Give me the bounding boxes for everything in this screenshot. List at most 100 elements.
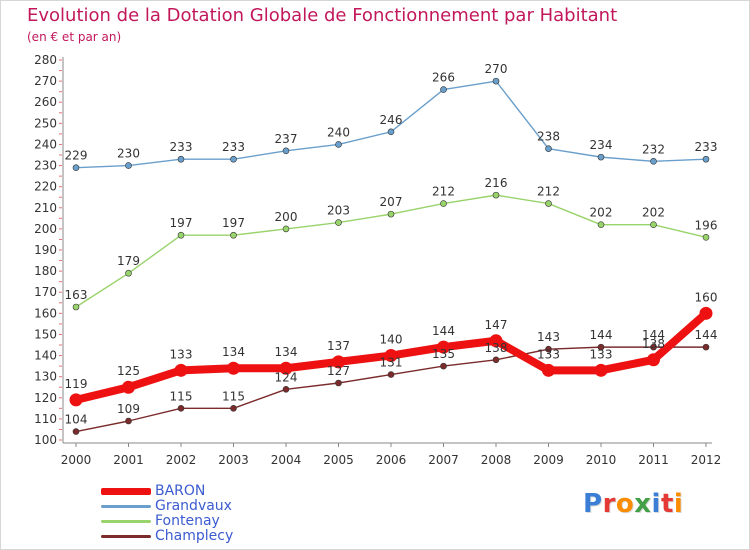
data-label-grandvaux: 234	[590, 138, 613, 152]
x-tick-label: 2010	[586, 453, 617, 467]
data-point-fontenay	[230, 231, 237, 239]
data-label-fontenay: 163	[65, 288, 88, 302]
data-label-champlecy: 144	[642, 328, 665, 342]
data-point-baron	[332, 355, 345, 369]
data-label-champlecy: 135	[432, 347, 455, 361]
data-label-grandvaux: 237	[275, 132, 298, 146]
data-point-grandvaux	[282, 147, 290, 155]
data-point-champlecy	[125, 417, 132, 425]
y-tick-label: 100	[34, 433, 57, 447]
x-tick-label: 2007	[428, 453, 459, 467]
data-label-baron: 134	[275, 345, 298, 359]
data-point-grandvaux	[125, 162, 132, 169]
data-label-fontenay: 200	[275, 210, 298, 224]
data-point-champlecy	[650, 343, 657, 351]
data-point-champlecy	[72, 428, 80, 435]
legend-label-baron: BARON	[155, 483, 206, 499]
data-label-fontenay: 197	[170, 216, 193, 230]
y-tick-label: 160	[34, 306, 57, 320]
data-label-fontenay: 212	[432, 185, 455, 199]
data-label-champlecy: 109	[117, 402, 140, 416]
y-tick-label: 210	[34, 201, 57, 215]
data-point-champlecy	[597, 343, 605, 351]
data-label-fontenay: 207	[380, 195, 403, 209]
data-label-fontenay: 202	[590, 206, 613, 220]
y-tick-label: 150	[34, 327, 57, 341]
data-label-champlecy: 127	[327, 364, 350, 378]
data-point-grandvaux	[650, 158, 657, 165]
data-point-fontenay	[335, 219, 342, 226]
x-tick-label: 2009	[533, 453, 564, 467]
chart-title: Evolution de la Dotation Globale de Fonc…	[27, 5, 618, 26]
proxiti-logo: Proxiti	[583, 489, 683, 519]
data-label-baron: 133	[170, 347, 193, 361]
data-point-champlecy	[282, 386, 290, 393]
x-tick-label: 2000	[61, 453, 92, 467]
data-label-grandvaux: 266	[432, 71, 455, 85]
legend-swatch-baron	[101, 488, 151, 495]
legend-label-fontenay: Fontenay	[155, 513, 220, 529]
data-point-fontenay	[72, 303, 80, 311]
data-point-baron	[384, 349, 398, 363]
data-point-champlecy	[492, 356, 500, 364]
logo-letter: P	[583, 489, 603, 519]
y-tick-label: 230	[34, 159, 57, 173]
data-point-fontenay	[125, 269, 132, 277]
data-point-baron	[69, 393, 83, 407]
data-point-fontenay	[597, 221, 605, 228]
legend-item-baron: BARON	[101, 483, 321, 500]
data-point-baron	[174, 363, 188, 377]
y-tick-label: 220	[34, 180, 57, 194]
data-point-champlecy	[545, 345, 552, 353]
data-point-grandvaux	[72, 164, 80, 171]
data-point-fontenay	[650, 221, 657, 228]
data-point-baron	[594, 363, 608, 377]
y-tick-label: 130	[34, 370, 57, 384]
x-tick-label: 2001	[113, 453, 144, 467]
legend-item-grandvaux: Grandvaux	[101, 498, 321, 515]
y-tick-label: 190	[34, 243, 57, 257]
y-tick-label: 240	[34, 137, 57, 151]
data-point-champlecy	[702, 343, 710, 351]
data-label-baron: 133	[537, 347, 560, 361]
chart-subtitle: (en € et par an)	[27, 30, 122, 44]
legend-label-champlecy: Champlecy	[155, 528, 234, 544]
data-point-baron	[279, 361, 293, 375]
y-tick-label: 200	[34, 222, 57, 236]
x-tick-label: 2012	[691, 453, 722, 467]
data-point-champlecy	[440, 362, 447, 370]
logo-letter: i	[673, 489, 684, 519]
data-point-grandvaux	[545, 145, 552, 152]
x-tick-label: 2005	[323, 453, 354, 467]
data-label-baron: 137	[327, 339, 350, 353]
y-tick-label: 260	[34, 95, 57, 109]
x-tick-label: 2006	[376, 453, 407, 467]
data-label-baron: 140	[380, 333, 403, 347]
data-point-baron	[699, 306, 713, 320]
legend-item-fontenay: Fontenay	[101, 513, 321, 530]
data-point-grandvaux	[702, 155, 710, 163]
data-label-grandvaux: 229	[65, 149, 88, 163]
data-point-fontenay	[177, 231, 185, 239]
data-label-champlecy: 144	[695, 328, 718, 342]
data-label-baron: 134	[222, 345, 245, 359]
data-label-champlecy: 115	[222, 389, 245, 403]
data-point-grandvaux	[597, 153, 605, 161]
logo-letter: t	[660, 489, 674, 519]
data-point-fontenay	[702, 234, 710, 241]
data-point-grandvaux	[335, 141, 342, 148]
data-point-fontenay	[492, 191, 500, 199]
data-label-fontenay: 212	[537, 185, 560, 199]
data-label-baron: 144	[432, 324, 455, 338]
y-tick-label: 280	[34, 53, 57, 67]
data-label-baron: 119	[65, 377, 88, 391]
data-point-grandvaux	[492, 77, 500, 85]
data-label-fontenay: 196	[695, 218, 718, 232]
data-label-fontenay: 179	[117, 254, 140, 268]
logo-letter: r	[602, 489, 616, 519]
data-label-fontenay: 202	[642, 206, 665, 220]
data-label-champlecy: 138	[485, 341, 508, 355]
data-label-champlecy: 115	[170, 389, 193, 403]
data-label-grandvaux: 270	[485, 62, 508, 76]
